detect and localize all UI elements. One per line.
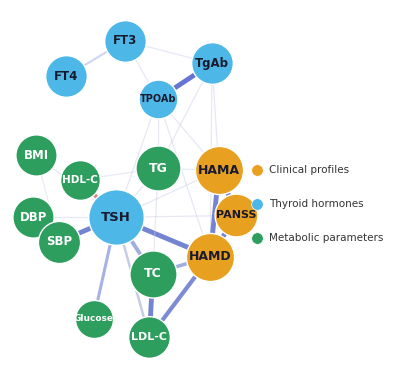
Point <box>62 73 69 79</box>
Text: FT4: FT4 <box>54 70 78 83</box>
Text: Glucose: Glucose <box>74 314 114 323</box>
Point <box>254 201 260 207</box>
Point <box>254 167 260 173</box>
Text: Clinical profiles: Clinical profiles <box>270 166 350 175</box>
Text: DBP: DBP <box>20 211 47 224</box>
Text: HAMD: HAMD <box>189 250 232 263</box>
Text: TSH: TSH <box>101 211 131 224</box>
Point <box>122 38 128 44</box>
Point <box>76 177 83 183</box>
Point <box>56 239 62 245</box>
Text: PANSS: PANSS <box>216 210 257 221</box>
Text: TgAb: TgAb <box>195 57 229 70</box>
Text: HDL-C: HDL-C <box>62 175 98 185</box>
Point <box>207 254 214 260</box>
Point <box>216 167 222 173</box>
Text: LDL-C: LDL-C <box>131 333 167 342</box>
Text: TC: TC <box>144 267 162 280</box>
Point <box>146 334 152 340</box>
Text: SBP: SBP <box>46 235 72 248</box>
Point <box>254 235 260 241</box>
Point <box>30 214 37 220</box>
Point <box>233 212 240 218</box>
Text: BMI: BMI <box>24 149 49 162</box>
Point <box>150 271 156 277</box>
Point <box>209 61 215 66</box>
Point <box>155 166 161 171</box>
Point <box>155 96 161 102</box>
Text: TPOAb: TPOAb <box>140 94 176 104</box>
Text: Thyroid hormones: Thyroid hormones <box>270 199 364 209</box>
Text: FT3: FT3 <box>113 34 137 47</box>
Point <box>90 316 97 321</box>
Text: Metabolic parameters: Metabolic parameters <box>270 233 384 243</box>
Text: HAMA: HAMA <box>198 164 240 177</box>
Text: TG: TG <box>149 162 168 175</box>
Point <box>113 214 120 220</box>
Point <box>33 152 39 158</box>
